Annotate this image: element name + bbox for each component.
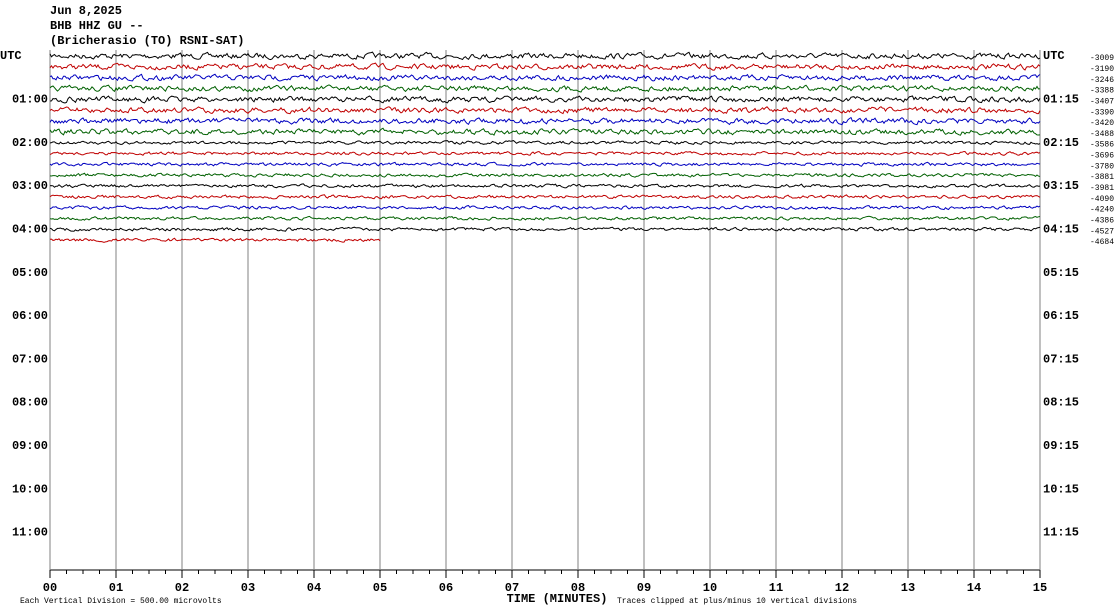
trace xyxy=(49,161,1041,167)
right-time-label: 09:15 xyxy=(1043,439,1079,453)
x-tick-label: 09 xyxy=(637,581,651,595)
x-tick-label: 06 xyxy=(439,581,453,595)
right-time-label: 10:15 xyxy=(1043,482,1079,496)
trace-offset-label: -3488 xyxy=(1090,130,1114,139)
x-tick-label: 08 xyxy=(571,581,585,595)
trace xyxy=(49,226,1041,232)
trace-offset-label: -4527 xyxy=(1090,227,1114,236)
trace-offset-label: -3407 xyxy=(1090,97,1114,106)
trace xyxy=(49,140,1041,146)
trace xyxy=(49,205,1041,211)
x-tick-label: 11 xyxy=(769,581,783,595)
trace xyxy=(49,73,1041,82)
x-tick-label: 04 xyxy=(307,581,321,595)
left-time-label: 04:00 xyxy=(12,222,48,236)
x-tick-label: 00 xyxy=(43,581,57,595)
x-tick-label: 02 xyxy=(175,581,189,595)
right-time-label: 01:15 xyxy=(1043,92,1079,106)
trace xyxy=(49,194,1041,200)
trace-offset-label: -3190 xyxy=(1090,65,1114,74)
trace xyxy=(49,62,1041,71)
trace-offset-label: -3881 xyxy=(1090,173,1114,182)
trace xyxy=(49,172,1041,178)
scale-note: Each Vertical Division = 500.00 microvol… xyxy=(20,597,222,606)
trace-offset-label: -4240 xyxy=(1090,206,1114,215)
trace xyxy=(49,95,1041,104)
x-tick-label: 10 xyxy=(703,581,717,595)
right-time-label: 04:15 xyxy=(1043,222,1079,236)
x-tick-label: 13 xyxy=(901,581,915,595)
left-time-label: UTC xyxy=(0,49,22,63)
x-tick-label: 14 xyxy=(967,581,981,595)
title-line: BHB HHZ GU -- xyxy=(50,19,144,33)
right-time-label: 02:15 xyxy=(1043,136,1079,150)
x-tick-label: 15 xyxy=(1033,581,1047,595)
left-time-label: 01:00 xyxy=(12,92,48,106)
trace xyxy=(49,84,1041,93)
trace xyxy=(49,183,1041,189)
left-time-label: 07:00 xyxy=(12,352,48,366)
right-time-label: 08:15 xyxy=(1043,396,1079,410)
trace-offset-label: -3780 xyxy=(1090,162,1114,171)
trace-offset-label: -3009 xyxy=(1090,54,1114,63)
trace xyxy=(49,237,381,243)
left-time-label: 05:00 xyxy=(12,266,48,280)
title-line: Jun 8,2025 xyxy=(50,4,122,18)
trace xyxy=(49,106,1041,115)
trace xyxy=(49,116,1041,126)
trace xyxy=(49,127,1041,136)
trace-offset-label: -3981 xyxy=(1090,184,1114,193)
trace xyxy=(49,215,1041,221)
right-time-label: 11:15 xyxy=(1043,526,1079,540)
right-time-label: UTC xyxy=(1043,49,1065,63)
trace-offset-label: -3388 xyxy=(1090,87,1114,96)
x-tick-label: 12 xyxy=(835,581,849,595)
trace-offset-label: -3696 xyxy=(1090,152,1114,161)
title-line: (Bricherasio (TO) RSNI-SAT) xyxy=(50,34,244,48)
left-time-label: 06:00 xyxy=(12,309,48,323)
trace-offset-label: -4090 xyxy=(1090,195,1114,204)
left-time-label: 11:00 xyxy=(12,526,48,540)
x-axis-label: TIME (MINUTES) xyxy=(507,592,608,606)
x-tick-label: 07 xyxy=(505,581,519,595)
clip-note: Traces clipped at plus/minus 10 vertical… xyxy=(617,597,857,606)
x-tick-label: 03 xyxy=(241,581,255,595)
trace xyxy=(49,51,1041,61)
trace xyxy=(49,150,1041,156)
trace-offset-label: -3586 xyxy=(1090,141,1114,150)
right-time-label: 05:15 xyxy=(1043,266,1079,280)
left-time-label: 09:00 xyxy=(12,439,48,453)
left-time-label: 03:00 xyxy=(12,179,48,193)
x-tick-label: 01 xyxy=(109,581,123,595)
trace-offset-label: -4684 xyxy=(1090,238,1114,247)
left-time-label: 10:00 xyxy=(12,482,48,496)
trace-offset-label: -3420 xyxy=(1090,119,1114,128)
trace-offset-label: -3246 xyxy=(1090,76,1114,85)
right-time-label: 06:15 xyxy=(1043,309,1079,323)
trace-offset-label: -3390 xyxy=(1090,108,1114,117)
left-time-label: 08:00 xyxy=(12,396,48,410)
x-tick-label: 05 xyxy=(373,581,387,595)
trace-offset-label: -4386 xyxy=(1090,217,1114,226)
right-time-label: 03:15 xyxy=(1043,179,1079,193)
right-time-label: 07:15 xyxy=(1043,352,1079,366)
left-time-label: 02:00 xyxy=(12,136,48,150)
